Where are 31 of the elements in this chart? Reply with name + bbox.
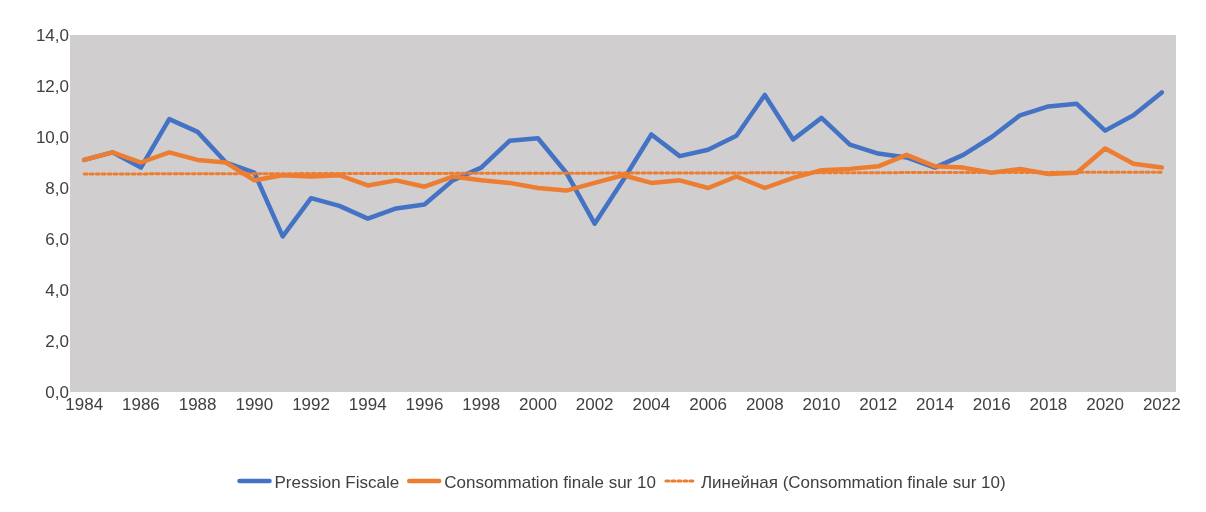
y-tick-label: 10,0 bbox=[35, 127, 69, 147]
x-tick-label: 2018 bbox=[1029, 395, 1068, 414]
x-tick-label: 2014 bbox=[916, 395, 954, 414]
legend-label: Линейная (Consommation finale sur 10) bbox=[700, 472, 1006, 492]
y-tick-label: 0,0 bbox=[45, 382, 69, 402]
legend-label: Pression Fiscale bbox=[274, 472, 400, 492]
x-tick-label: 2012 bbox=[859, 395, 898, 414]
y-tick-label: 12,0 bbox=[35, 76, 69, 96]
y-tick-label: 8,0 bbox=[45, 178, 69, 198]
x-tick-label: 2006 bbox=[689, 395, 727, 414]
x-tick-label: 1986 bbox=[121, 395, 160, 414]
x-tick-label: 2000 bbox=[519, 395, 557, 414]
x-tick-label: 2008 bbox=[745, 395, 784, 414]
y-tick-label: 6,0 bbox=[45, 229, 69, 249]
y-tick-label: 14,0 bbox=[35, 25, 69, 45]
y-tick-label: 2,0 bbox=[45, 331, 69, 351]
x-tick-label: 2016 bbox=[972, 395, 1011, 414]
x-tick-label: 2004 bbox=[632, 395, 671, 414]
x-tick-label: 1988 bbox=[178, 395, 217, 414]
x-tick-label: 1996 bbox=[405, 395, 444, 414]
x-tick-label: 1990 bbox=[235, 395, 274, 414]
x-tick-label: 1992 bbox=[292, 395, 330, 414]
x-tick-label: 2020 bbox=[1086, 395, 1125, 414]
x-tick-label: 2010 bbox=[802, 395, 841, 414]
y-tick-label: 4,0 bbox=[45, 280, 69, 300]
x-tick-label: 1994 bbox=[348, 395, 387, 414]
x-tick-label: 1998 bbox=[462, 395, 501, 414]
line-series bbox=[81, 146, 1165, 193]
x-tick-label: 2022 bbox=[1142, 395, 1181, 414]
x-tick-label: 2002 bbox=[575, 395, 614, 414]
legend-label: Consommation finale sur 10 bbox=[444, 472, 656, 492]
